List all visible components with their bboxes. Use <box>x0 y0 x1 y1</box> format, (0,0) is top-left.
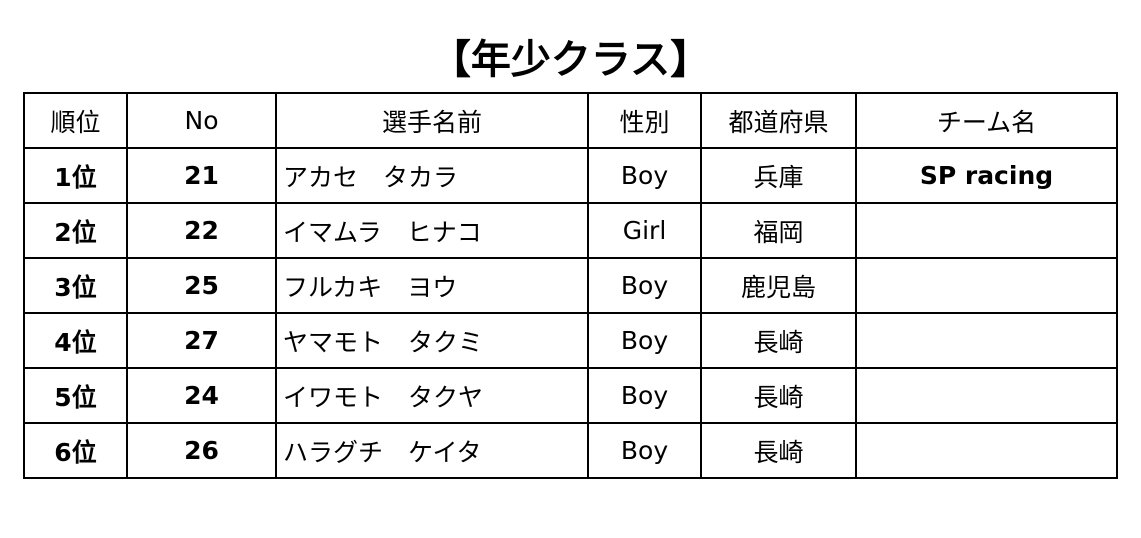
name-cell: イワモト タクヤ <box>275 367 589 424</box>
header-row: 順位 No 選手名前 性別 都道府県 チーム名 <box>23 92 1118 149</box>
gender-cell: Boy <box>587 257 702 314</box>
results-table: 順位 No 選手名前 性別 都道府県 チーム名 1位 21 アカセ タカラ Boy 兵庫… <box>23 92 1118 479</box>
table-row: 4位 27 ヤマモト タクミ Boy 長崎 <box>23 312 1118 369</box>
prefecture-cell: 長崎 <box>700 422 857 479</box>
rank-cell: 2位 <box>23 202 128 259</box>
header-rank: 順位 <box>23 92 128 149</box>
team-cell <box>855 202 1118 259</box>
prefecture-cell: 鹿児島 <box>700 257 857 314</box>
header-gender: 性別 <box>587 92 702 149</box>
header-prefecture: 都道府県 <box>700 92 857 149</box>
team-cell: SP racing <box>855 147 1118 204</box>
number-cell: 25 <box>126 257 277 314</box>
rank-cell: 5位 <box>23 367 128 424</box>
team-cell <box>855 422 1118 479</box>
name-cell: フルカキ ヨウ <box>275 257 589 314</box>
name-cell: アカセ タカラ <box>275 147 589 204</box>
header-no: No <box>126 92 277 149</box>
number-cell: 24 <box>126 367 277 424</box>
name-cell: ヤマモト タクミ <box>275 312 589 369</box>
number-cell: 26 <box>126 422 277 479</box>
prefecture-cell: 福岡 <box>700 202 857 259</box>
table-row: 6位 26 ハラグチ ケイタ Boy 長崎 <box>23 422 1118 479</box>
rank-cell: 1位 <box>23 147 128 204</box>
number-cell: 22 <box>126 202 277 259</box>
number-cell: 21 <box>126 147 277 204</box>
team-cell <box>855 367 1118 424</box>
table-row: 2位 22 イマムラ ヒナコ Girl 福岡 <box>23 202 1118 259</box>
table-row: 1位 21 アカセ タカラ Boy 兵庫 SP racing <box>23 147 1118 204</box>
team-cell <box>855 312 1118 369</box>
gender-cell: Boy <box>587 422 702 479</box>
gender-cell: Girl <box>587 202 702 259</box>
prefecture-cell: 長崎 <box>700 367 857 424</box>
header-name: 選手名前 <box>275 92 589 149</box>
table-row: 3位 25 フルカキ ヨウ Boy 鹿児島 <box>23 257 1118 314</box>
table-row: 5位 24 イワモト タクヤ Boy 長崎 <box>23 367 1118 424</box>
number-cell: 27 <box>126 312 277 369</box>
header-team: チーム名 <box>855 92 1118 149</box>
rank-cell: 3位 <box>23 257 128 314</box>
rank-cell: 6位 <box>23 422 128 479</box>
prefecture-cell: 長崎 <box>700 312 857 369</box>
gender-cell: Boy <box>587 367 702 424</box>
name-cell: イマムラ ヒナコ <box>275 202 589 259</box>
name-cell: ハラグチ ケイタ <box>275 422 589 479</box>
gender-cell: Boy <box>587 147 702 204</box>
gender-cell: Boy <box>587 312 702 369</box>
rank-cell: 4位 <box>23 312 128 369</box>
page-title: 【年少クラス】 <box>430 37 711 83</box>
team-cell <box>855 257 1118 314</box>
prefecture-cell: 兵庫 <box>700 147 857 204</box>
